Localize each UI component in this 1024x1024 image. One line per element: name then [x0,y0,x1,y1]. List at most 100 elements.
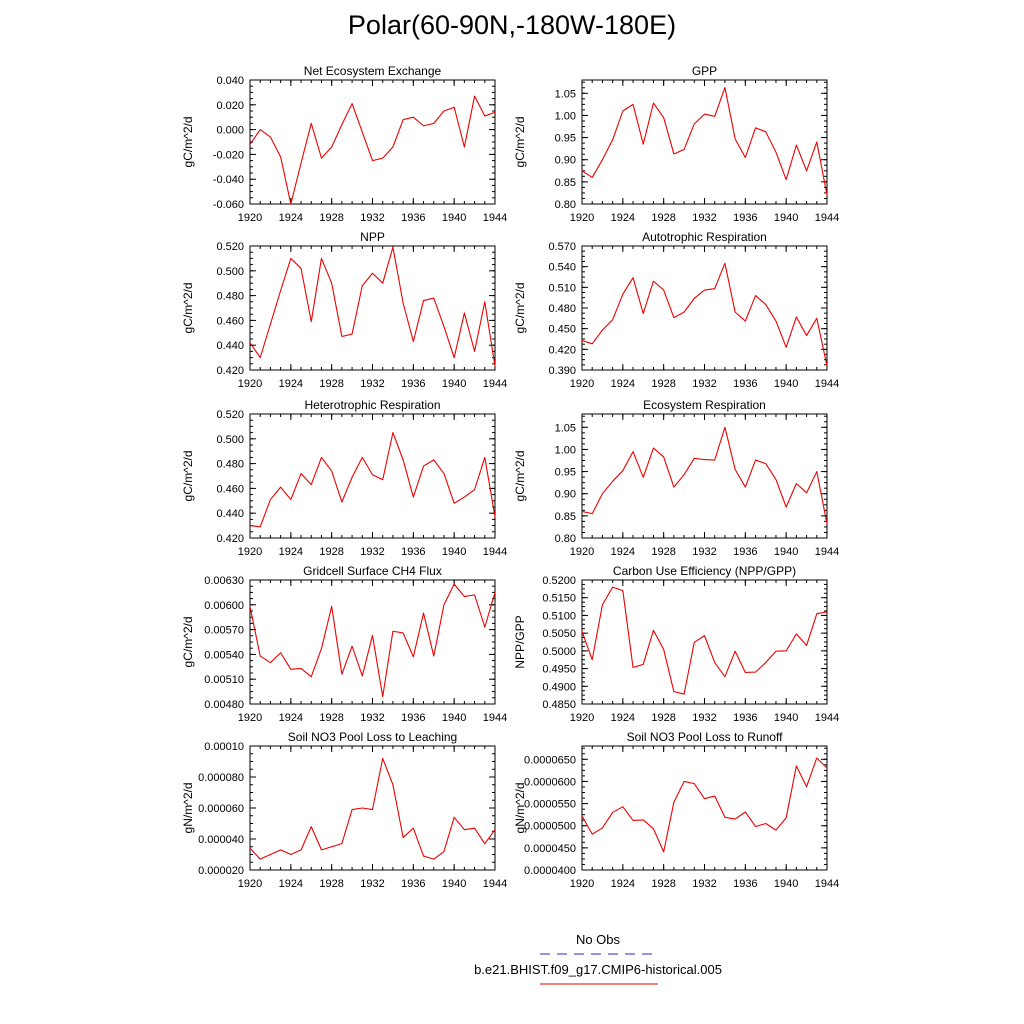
x-tick-label: 1920 [570,546,594,558]
chart-panel-npp: NPP gC/m^2/d 1920 1924 1928 1932 1936 1940 1944 0… [181,230,507,390]
y-tick-label: 0.000080 [198,772,244,784]
y-axis-label: gC/m^2/d [181,617,195,668]
x-tick-label: 1936 [733,878,757,890]
y-axis-label: gC/m^2/d [181,117,195,168]
x-tick-label: 1940 [774,712,798,724]
plot-frame [249,579,496,705]
y-tick-label: 0.450 [548,324,576,336]
y-tick-label: 0.5050 [542,628,576,640]
x-tick-label: 1944 [815,712,839,724]
y-tick-label: 0.00540 [204,649,244,661]
y-tick-label: 0.85 [555,177,576,189]
y-tick-label: 0.510 [548,282,576,294]
x-tick-label: 1932 [692,212,716,224]
x-tick-label: 1924 [611,378,635,390]
y-tick-label: 0.420 [548,344,576,356]
x-tick-label: 1936 [733,212,757,224]
x-tick-label: 1932 [692,878,716,890]
y-tick-label: 0.95 [555,467,576,479]
x-tick-label: 1944 [815,212,839,224]
y-tick-label: 1.05 [555,422,576,434]
x-tick-label: 1940 [442,546,466,558]
y-tick-label: 0.5100 [542,610,576,622]
y-tick-label: 0.020 [216,100,244,112]
x-tick-label: 1920 [570,378,594,390]
y-tick-label: 0.0000600 [524,776,576,788]
chart-title: Soil NO3 Pool Loss to Leaching [288,730,457,744]
x-tick-label: 1920 [238,878,262,890]
x-tick-label: 1936 [401,878,425,890]
plot-frame [581,79,828,205]
y-tick-label: 0.000 [216,125,244,137]
x-tick-label: 1920 [238,546,262,558]
x-tick-label: 1928 [319,712,343,724]
x-tick-label: 1920 [570,712,594,724]
y-tick-label: 0.460 [216,315,244,327]
y-axis-label: gC/m^2/d [513,117,527,168]
x-tick-label: 1940 [442,378,466,390]
x-tick-label: 1920 [238,378,262,390]
x-tick-label: 1924 [279,878,303,890]
series-line-autotrophic-respiration [581,262,828,366]
y-axis-label: gN/m^2/d [181,783,195,834]
chart-panel-autotrophic-respiration: Autotrophic Respiration gC/m^2/d 1920 1924 1… [513,230,839,390]
x-tick-label: 1924 [611,712,635,724]
y-tick-label: 0.000020 [198,865,244,877]
x-tick-label: 1936 [401,212,425,224]
y-tick-label: 0.00600 [204,600,244,612]
x-tick-label: 1940 [774,212,798,224]
x-tick-label: 1924 [611,878,635,890]
y-tick-label: 0.0000650 [524,754,576,766]
x-tick-label: 1928 [319,878,343,890]
chart-title: GPP [692,64,717,78]
y-tick-label: 0.520 [216,409,244,421]
y-tick-label: 0.480 [216,291,244,303]
y-tick-label: 0.4900 [542,681,576,693]
y-tick-label: 0.4850 [542,699,576,711]
y-tick-label: 1.00 [555,110,576,122]
series-line-carbon-use-efficiency-npp-gpp [581,586,828,695]
chart-title: Carbon Use Efficiency (NPP/GPP) [613,564,796,578]
y-tick-label: 0.80 [555,533,576,545]
chart-title: Ecosystem Respiration [643,398,766,412]
series-line-soil-no3-pool-loss-to-runoff [581,757,828,853]
series-line-heterotrophic-respiration [249,432,496,528]
y-tick-label: 0.0000500 [524,821,576,833]
x-tick-label: 1928 [651,878,675,890]
y-tick-label: 0.90 [555,489,576,501]
series-line-npp [249,246,496,367]
x-tick-label: 1928 [651,378,675,390]
y-tick-label: 0.4950 [542,664,576,676]
x-tick-label: 1940 [442,212,466,224]
x-tick-label: 1924 [279,546,303,558]
y-tick-label: -0.040 [213,174,244,186]
chart-panel-net-ecosystem-exchange: Net Ecosystem Exchange gC/m^2/d 1920 1924 19… [181,64,507,224]
x-tick-label: 1936 [401,546,425,558]
y-axis-label: gC/m^2/d [513,451,527,502]
y-tick-label: 0.95 [555,133,576,145]
series-line-soil-no3-pool-loss-to-leaching [249,757,496,860]
legend-label-model-run: b.e21.BHIST.f09_g17.CMIP6-historical.005 [474,962,722,977]
chart-panel-heterotrophic-respiration: Heterotrophic Respiration gC/m^2/d 1920 192… [181,398,507,558]
y-tick-label: 0.0000400 [524,865,576,877]
x-tick-label: 1944 [483,378,507,390]
y-tick-label: 0.5150 [542,593,576,605]
plot-frame [249,245,496,371]
y-tick-label: 0.5200 [542,575,576,587]
y-tick-label: 0.390 [548,365,576,377]
x-tick-label: 1932 [360,212,384,224]
y-tick-label: 0.80 [555,199,576,211]
x-tick-label: 1936 [733,712,757,724]
y-tick-label: 0.0000550 [524,799,576,811]
x-tick-label: 1932 [360,712,384,724]
y-tick-label: 1.00 [555,444,576,456]
y-tick-label: 0.5000 [542,646,576,658]
x-tick-label: 1932 [692,378,716,390]
legend-label-no-obs: No Obs [575,932,621,947]
chart-panel-soil-no3-pool-loss-to-leaching: Soil NO3 Pool Loss to Leaching gN/m^2/d 19… [181,730,507,890]
plot-frame [581,579,828,705]
y-tick-label: 0.420 [216,365,244,377]
x-tick-label: 1944 [483,546,507,558]
x-tick-label: 1936 [401,712,425,724]
figure-title: Polar(60-90N,-180W-180E) [347,10,677,40]
